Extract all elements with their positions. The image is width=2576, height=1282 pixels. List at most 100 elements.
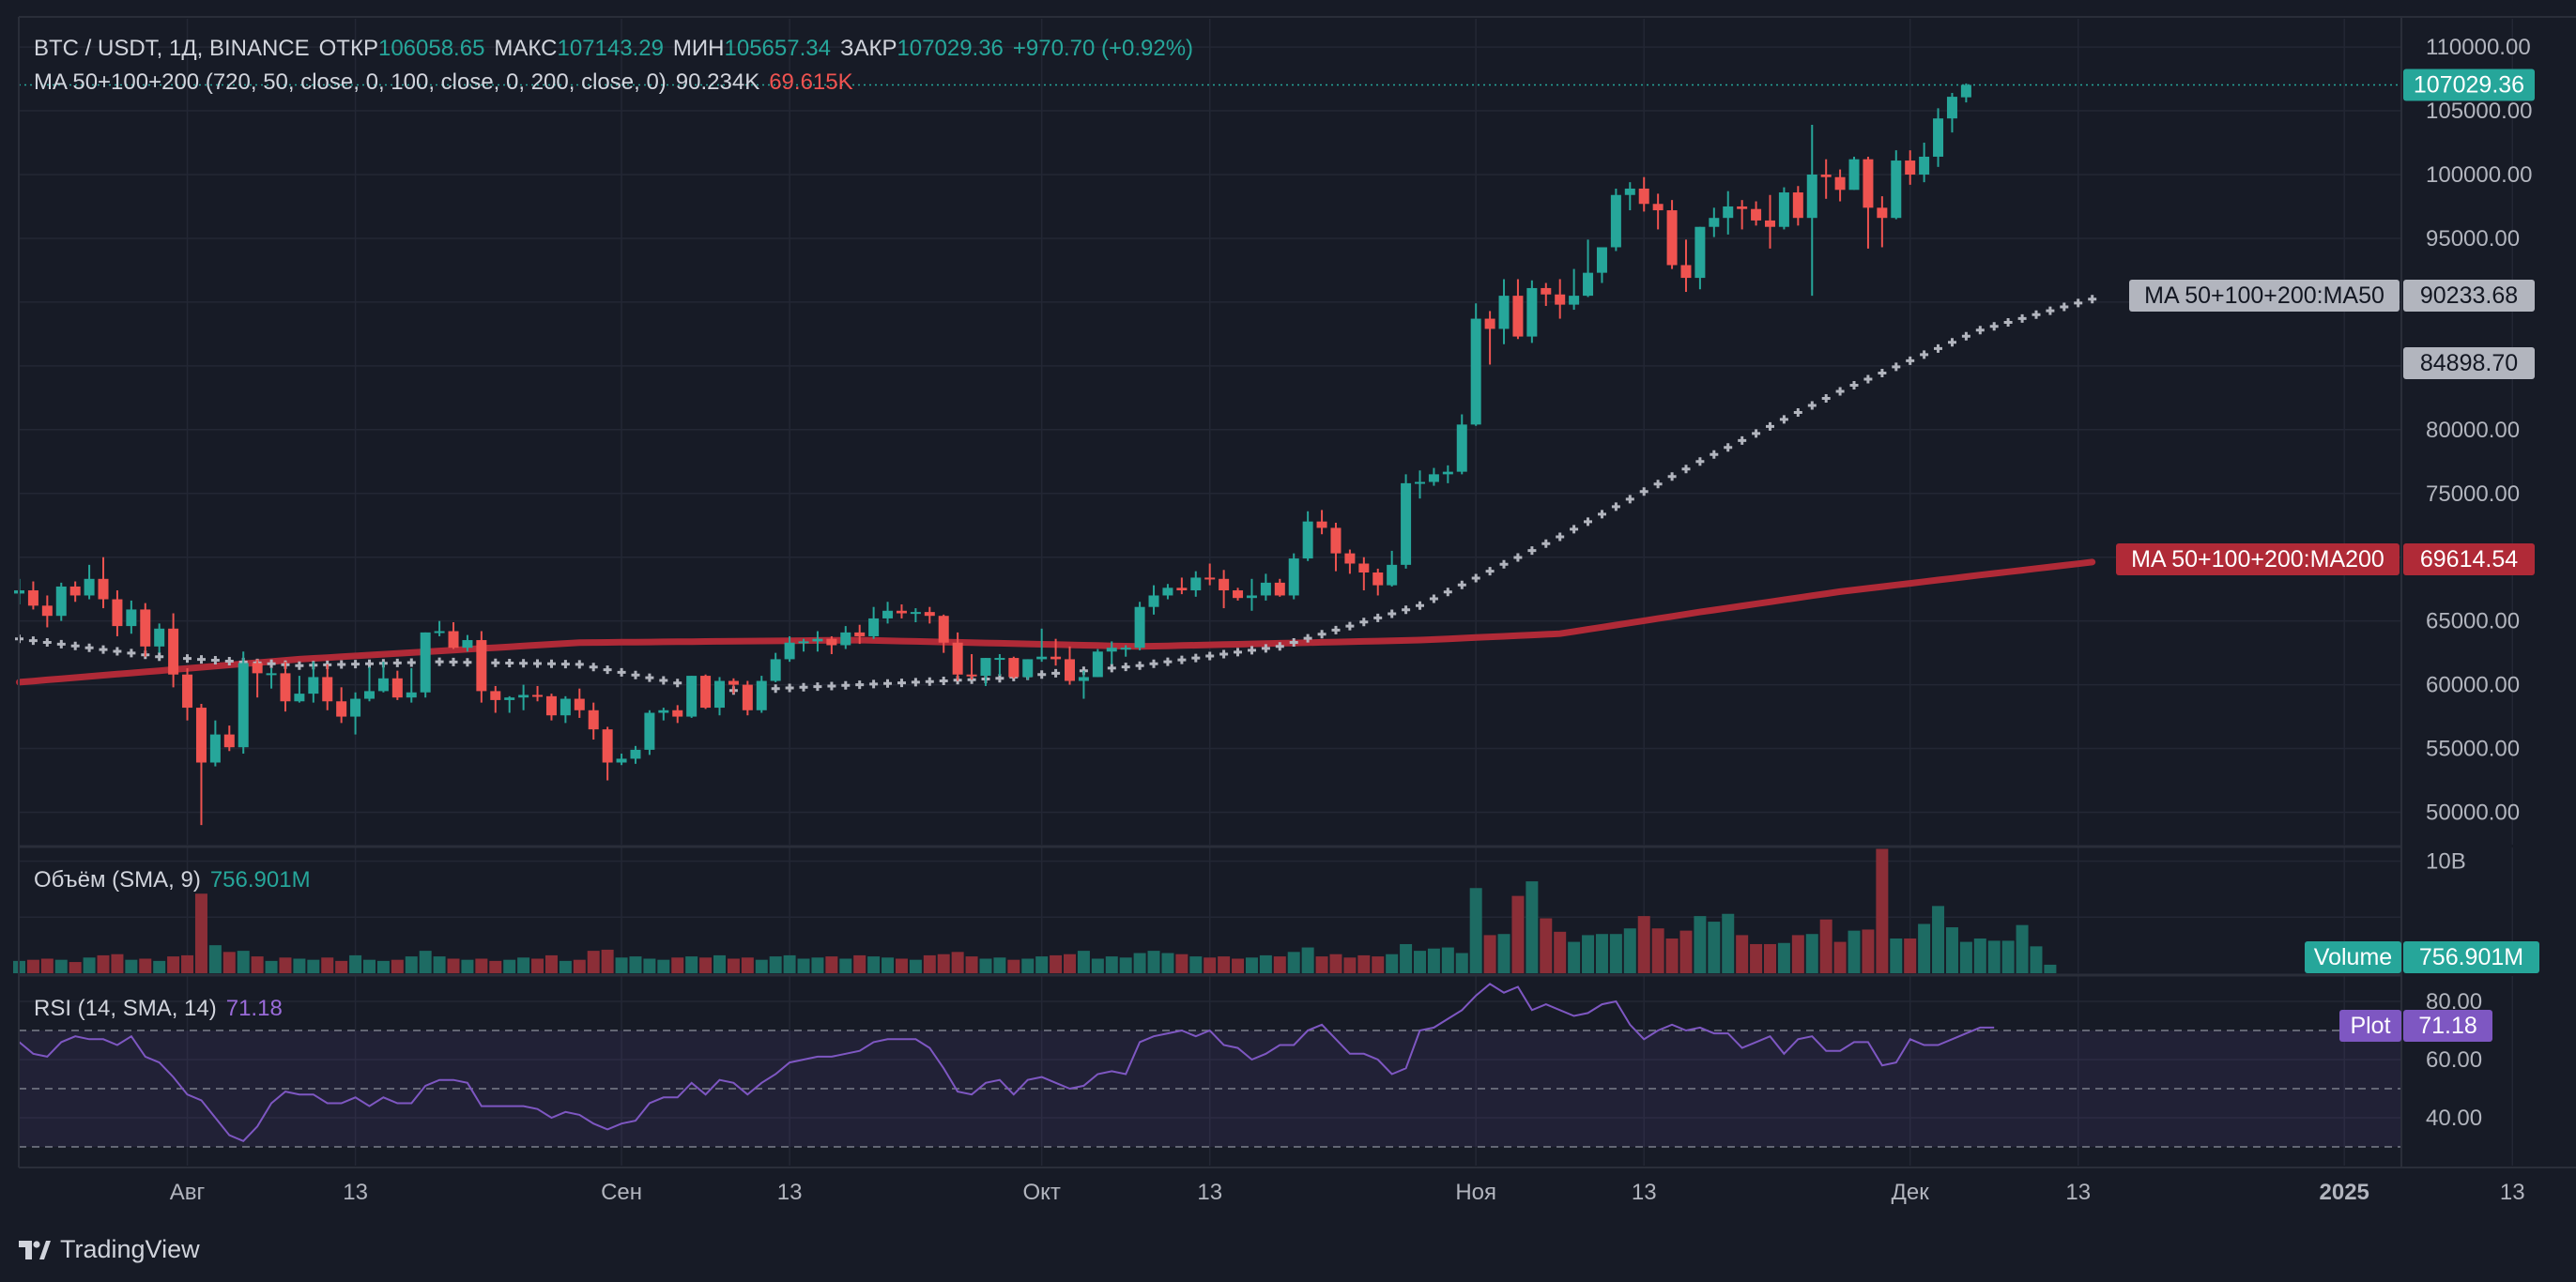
candle[interactable] (504, 695, 515, 713)
candle[interactable] (1092, 649, 1103, 678)
candle[interactable] (223, 725, 235, 752)
volume-bar[interactable] (531, 958, 544, 973)
volume-bar[interactable] (1441, 947, 1454, 973)
candle[interactable] (238, 651, 249, 754)
volume-bar[interactable] (909, 959, 922, 973)
candle[interactable] (1456, 414, 1467, 475)
volume-bar[interactable] (882, 957, 895, 973)
candle[interactable] (1401, 474, 1412, 569)
volume-bar[interactable] (237, 951, 250, 973)
candle[interactable] (294, 676, 305, 703)
candle[interactable] (406, 667, 417, 703)
volume-bar[interactable] (1357, 954, 1371, 973)
candle[interactable] (1008, 656, 1020, 679)
candle[interactable] (41, 595, 53, 628)
candle[interactable] (560, 695, 571, 724)
ma50-value-tag[interactable]: 90233.68 (2403, 280, 2535, 312)
volume-bar[interactable] (111, 954, 124, 973)
volume-bar[interactable] (713, 954, 726, 973)
volume-bar[interactable] (1343, 957, 1357, 973)
candle[interactable] (420, 632, 431, 698)
candle[interactable] (1848, 156, 1860, 191)
volume-bar[interactable] (363, 959, 376, 973)
volume-bar[interactable] (951, 952, 964, 973)
candle[interactable] (336, 687, 347, 724)
ma200-value-tag[interactable]: 69614.54 (2403, 543, 2535, 575)
volume-bar[interactable] (1862, 929, 1875, 973)
candle[interactable] (350, 692, 361, 735)
candle[interactable] (1442, 465, 1453, 483)
volume-bar[interactable] (629, 956, 642, 973)
candle[interactable] (322, 664, 333, 710)
candle[interactable] (616, 753, 627, 766)
volume-bar[interactable] (208, 945, 222, 973)
volume-bar[interactable] (741, 957, 754, 973)
volume-bar[interactable] (2016, 924, 2029, 973)
candle[interactable] (1065, 646, 1075, 685)
volume-bar[interactable] (489, 960, 502, 973)
candle[interactable] (140, 603, 151, 657)
candle[interactable] (1134, 602, 1145, 650)
candle[interactable] (840, 626, 851, 649)
volume-bar[interactable] (1427, 948, 1440, 973)
volume-bar[interactable] (1554, 931, 1567, 973)
candle[interactable] (69, 581, 81, 603)
volume-bar[interactable] (993, 957, 1006, 973)
candle[interactable] (784, 635, 795, 663)
volume-bar[interactable] (293, 958, 306, 973)
volume-bar[interactable] (1483, 935, 1496, 973)
candle[interactable] (476, 631, 487, 703)
volume-bar[interactable] (1609, 934, 1622, 973)
volume-bar[interactable] (797, 958, 810, 973)
candle[interactable] (1387, 550, 1398, 587)
candle[interactable] (490, 685, 501, 713)
volume-bar[interactable] (405, 956, 418, 973)
volume-bar[interactable] (1105, 956, 1118, 973)
volume-bar[interactable] (1637, 916, 1650, 973)
candle[interactable] (1863, 156, 1874, 249)
candle[interactable] (1512, 279, 1524, 340)
volume-bar[interactable] (1245, 957, 1258, 973)
candle[interactable] (1737, 200, 1748, 230)
volume-bar[interactable] (1623, 928, 1636, 973)
volume-bar[interactable] (1273, 956, 1286, 973)
volume-bar[interactable] (1259, 954, 1272, 973)
volume-bar[interactable] (1497, 934, 1510, 973)
candle[interactable] (644, 710, 655, 755)
candle[interactable] (1050, 638, 1062, 666)
volume-bar[interactable] (965, 956, 978, 973)
volume-bar[interactable] (1511, 895, 1525, 973)
candle[interactable] (209, 720, 221, 767)
candle[interactable] (1541, 282, 1552, 306)
volume-bar[interactable] (1890, 938, 1903, 973)
candle[interactable] (1246, 578, 1257, 611)
volume-bar[interactable] (1777, 942, 1790, 973)
candle[interactable] (700, 674, 712, 710)
volume-bar[interactable] (1133, 953, 1146, 973)
volume-bar[interactable] (125, 959, 138, 973)
volume-bar[interactable] (643, 958, 656, 973)
volume-bar[interactable] (1147, 951, 1160, 973)
candle[interactable] (1022, 659, 1034, 680)
candle[interactable] (826, 635, 837, 654)
candle[interactable] (1106, 641, 1117, 664)
volume-bar[interactable] (825, 956, 838, 973)
candle[interactable] (462, 634, 473, 652)
candle[interactable] (588, 702, 599, 740)
candle[interactable] (1219, 570, 1230, 609)
volume-bar[interactable] (1973, 938, 1986, 973)
volume-bar[interactable] (1189, 956, 1203, 973)
volume-bar[interactable] (615, 957, 628, 973)
volume-bar[interactable] (1021, 958, 1035, 973)
volume-bar[interactable] (265, 960, 278, 973)
candle[interactable] (1946, 93, 1957, 133)
candle[interactable] (924, 606, 935, 624)
volume-bar[interactable] (769, 956, 782, 973)
candle[interactable] (1919, 143, 1930, 183)
candle[interactable] (1372, 568, 1384, 596)
candle[interactable] (686, 676, 698, 718)
volume-bar[interactable] (139, 958, 152, 973)
volume-bar[interactable] (83, 957, 96, 973)
candle[interactable] (1792, 186, 1803, 226)
candle[interactable] (1260, 573, 1271, 601)
